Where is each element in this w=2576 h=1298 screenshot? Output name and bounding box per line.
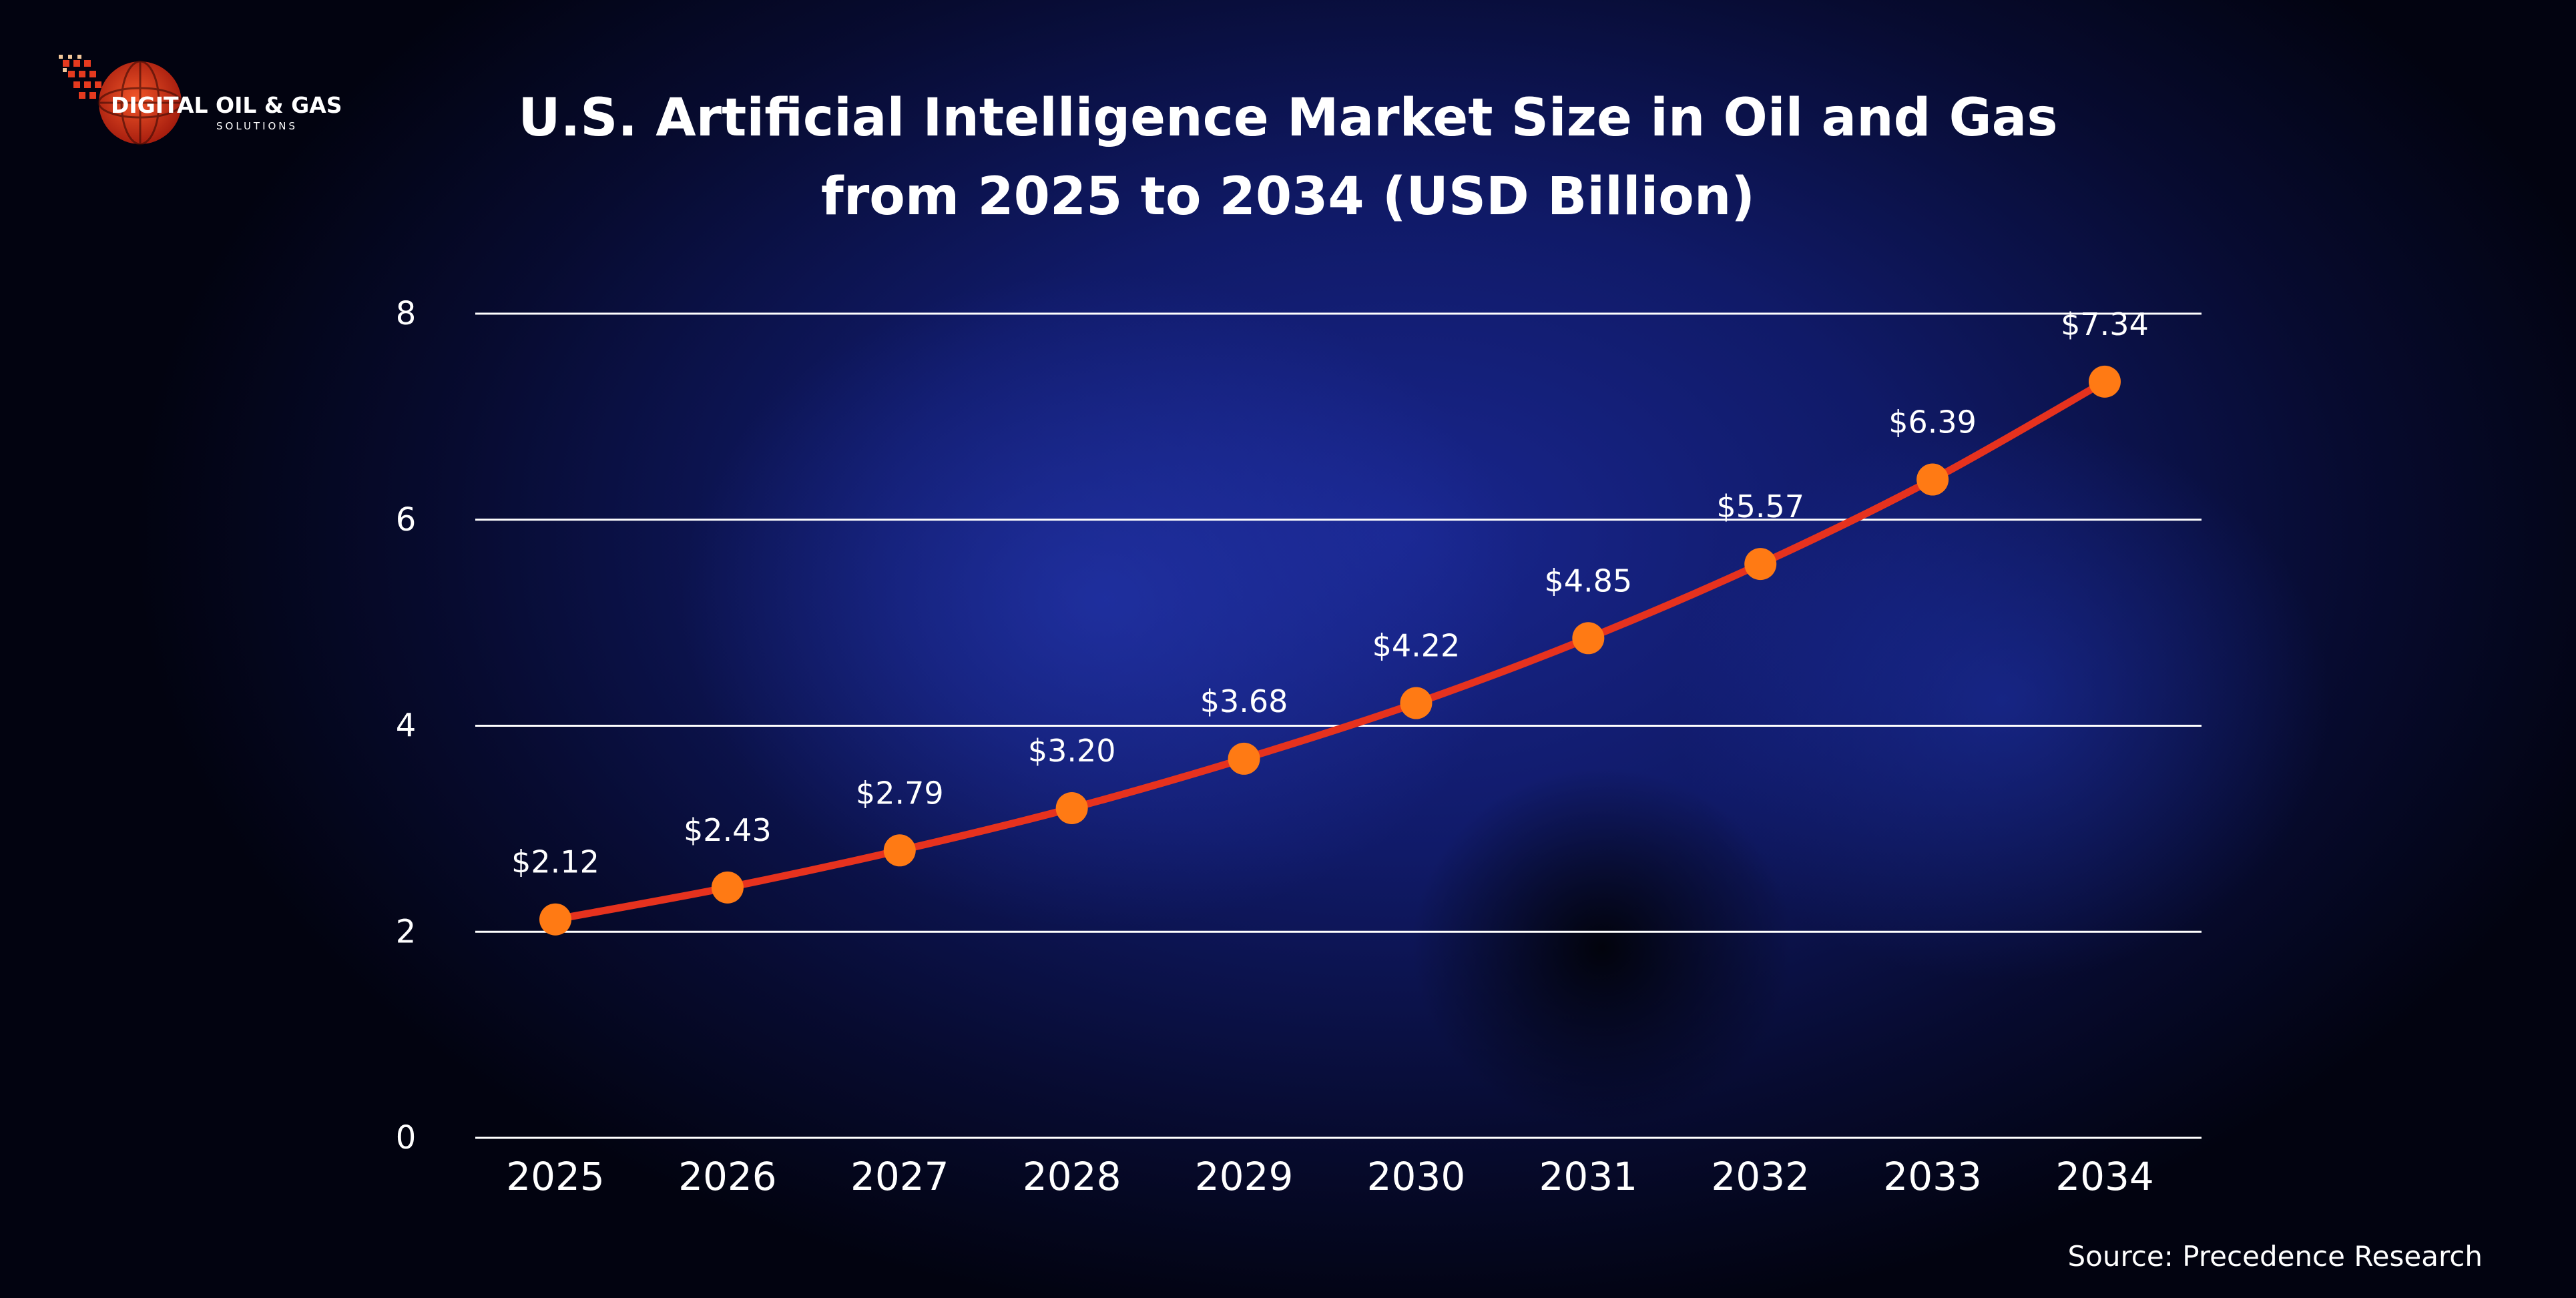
x-tick-label: 2025 (506, 1154, 605, 1199)
x-tick-label: 2028 (1023, 1154, 1121, 1199)
data-label: $2.12 (511, 844, 599, 880)
series-markers (539, 365, 2121, 936)
x-tick-label: 2034 (2055, 1154, 2154, 1199)
chart-title-line-2: from 2025 to 2034 (USD Billion) (820, 167, 1756, 227)
y-tick-label: 0 (396, 1119, 417, 1157)
series-line (551, 378, 2109, 924)
chart-title-line-1: U.S. Artificial Intelligence Market Size… (518, 88, 2058, 148)
data-point (883, 834, 916, 867)
data-label: $7.34 (2061, 306, 2149, 342)
data-label: $6.39 (1888, 404, 1977, 440)
data-point (1055, 792, 1088, 824)
y-tick-label: 8 (396, 295, 417, 332)
x-tick-label: 2031 (1539, 1154, 1638, 1199)
data-point (1228, 742, 1260, 775)
y-tick-label: 2 (396, 913, 417, 950)
x-tick-label: 2032 (1711, 1154, 1810, 1199)
globe-logo-icon (59, 55, 183, 145)
x-tick-label: 2033 (1883, 1154, 1982, 1199)
x-tick-label: 2027 (850, 1154, 949, 1199)
data-point (2089, 365, 2121, 398)
y-axis-ticks: 0 2 4 6 8 (396, 295, 417, 1157)
data-point (1744, 548, 1777, 581)
data-labels: $2.12 $2.43 $2.79 $3.20 $3.68 $4.22 $4.85 $5.57… (511, 306, 2149, 880)
data-label: $3.68 (1200, 683, 1288, 719)
y-tick-label: 4 (396, 707, 417, 745)
data-point (711, 871, 744, 904)
data-label: $2.79 (856, 775, 944, 811)
x-tick-label: 2026 (678, 1154, 777, 1199)
data-label: $5.57 (1716, 489, 1804, 525)
source-note: Source: Precedence Research (2067, 1240, 2483, 1273)
data-label: $4.22 (1372, 628, 1461, 664)
chart-title: U.S. Artificial Intelligence Market Size… (0, 79, 2576, 236)
logo-name: DIGITAL OIL & GAS (111, 92, 342, 118)
data-label: $3.20 (1028, 733, 1116, 769)
data-point (539, 903, 571, 936)
series-line-layer (551, 378, 2109, 924)
data-point (1916, 463, 1949, 496)
x-axis-ticks: 2025 2026 2027 2028 2029 2030 2031 2032 2033 2034 (506, 1154, 2154, 1199)
data-point (1400, 687, 1433, 719)
logo-subtitle: SOLUTIONS (216, 120, 298, 132)
x-tick-label: 2029 (1195, 1154, 1294, 1199)
data-label: $2.43 (684, 812, 772, 848)
y-tick-label: 6 (396, 501, 417, 539)
data-point (1572, 622, 1605, 655)
x-tick-label: 2030 (1367, 1154, 1466, 1199)
company-logo: DIGITAL OIL & GAS SOLUTIONS (59, 55, 342, 155)
data-label: $4.85 (1544, 563, 1632, 599)
